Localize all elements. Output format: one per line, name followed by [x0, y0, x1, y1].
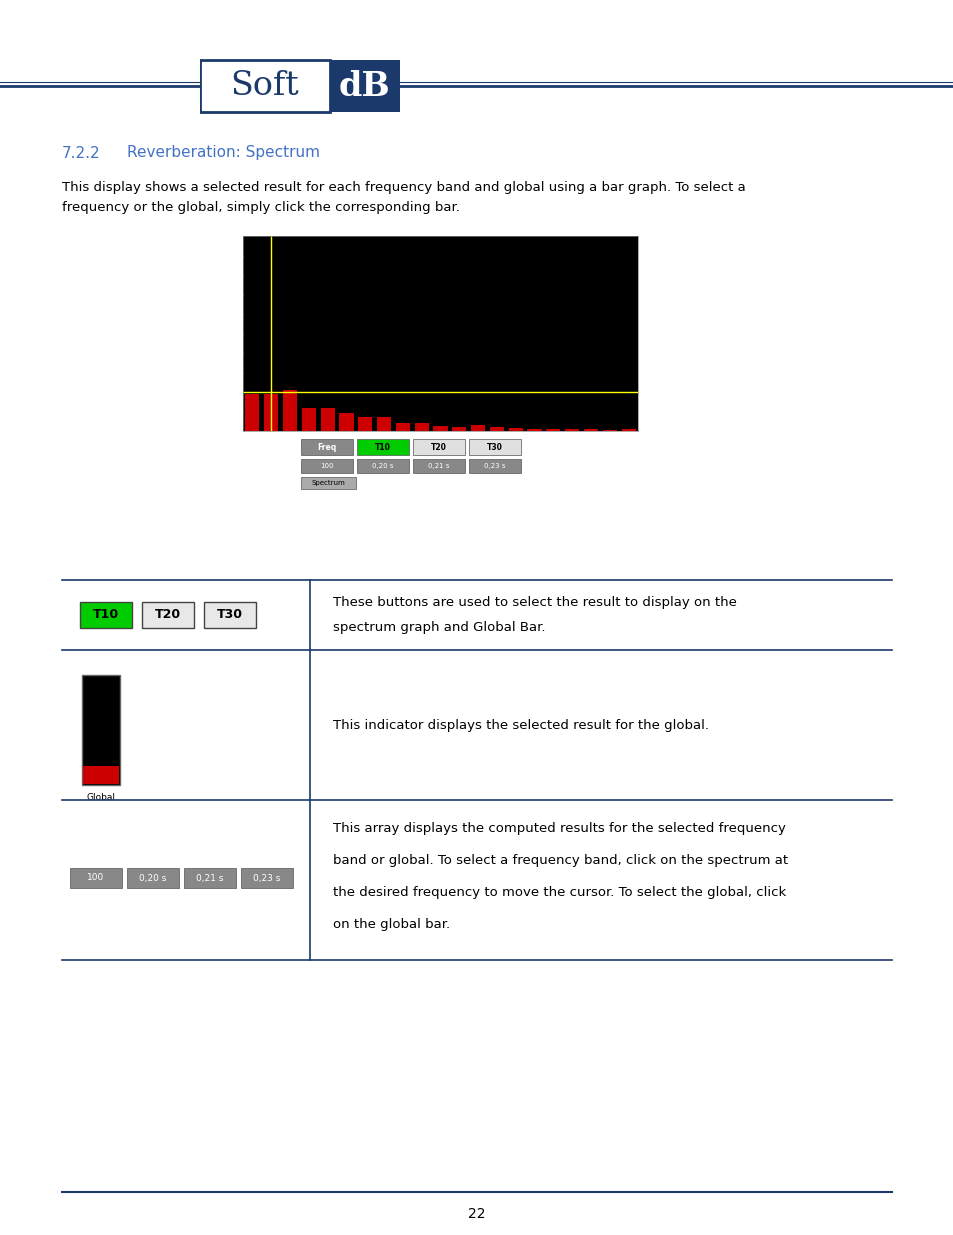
Text: T20: T20 [154, 609, 181, 621]
Bar [142, 601, 193, 629]
Bar [301, 477, 355, 489]
Bar [301, 438, 353, 454]
Text: band or global. To select a frequency band, click on the spectrum at: band or global. To select a frequency ba… [333, 855, 787, 867]
Bar [583, 430, 598, 431]
Text: 0,21 s: 0,21 s [428, 463, 449, 469]
Bar [184, 868, 235, 888]
Text: This array displays the computed results for the selected frequency: This array displays the computed results… [333, 823, 785, 835]
Bar [241, 868, 293, 888]
Bar [508, 429, 522, 431]
Bar [301, 459, 353, 473]
Bar [452, 427, 466, 431]
Bar [546, 429, 559, 431]
Text: Global: Global [87, 793, 115, 802]
Bar [527, 429, 541, 431]
Text: These buttons are used to select the result to display on the: These buttons are used to select the res… [333, 597, 737, 609]
Text: dB: dB [338, 69, 391, 103]
Text: 22: 22 [468, 1207, 485, 1221]
Text: T10: T10 [92, 609, 119, 621]
Text: 0,23 s: 0,23 s [484, 463, 505, 469]
Text: Spectrum: Spectrum [312, 480, 345, 487]
Bar [356, 459, 409, 473]
Bar [339, 414, 354, 431]
Bar [469, 438, 520, 454]
Bar [83, 766, 119, 784]
Bar [301, 408, 315, 431]
Text: on the global bar.: on the global bar. [333, 919, 450, 931]
Text: This indicator displays the selected result for the global.: This indicator displays the selected res… [333, 719, 708, 731]
Bar [356, 438, 409, 454]
Bar [621, 430, 635, 431]
Bar [245, 394, 259, 431]
Text: T30: T30 [216, 609, 243, 621]
Text: 0,21 s: 0,21 s [196, 873, 223, 883]
Bar [204, 601, 255, 629]
Text: T20: T20 [431, 442, 446, 452]
Text: T30: T30 [487, 442, 502, 452]
Bar [357, 417, 372, 431]
Bar [433, 426, 447, 431]
Bar [602, 430, 617, 431]
Text: This display shows a selected result for each frequency band and global using a : This display shows a selected result for… [62, 182, 745, 194]
Bar [82, 676, 120, 785]
Text: spectrum graph and Global Bar.: spectrum graph and Global Bar. [333, 621, 545, 634]
Text: Soft: Soft [231, 70, 299, 103]
Bar [200, 61, 330, 112]
Bar [80, 601, 132, 629]
Text: T10: T10 [375, 442, 391, 452]
Text: the desired frequency to move the cursor. To select the global, click: the desired frequency to move the cursor… [333, 887, 785, 899]
Bar [330, 61, 399, 112]
Bar [564, 429, 578, 431]
Bar [264, 394, 278, 431]
Bar [413, 459, 464, 473]
Bar [471, 425, 485, 431]
Text: 0,20 s: 0,20 s [372, 463, 394, 469]
Bar [127, 868, 179, 888]
Bar [376, 417, 391, 431]
Text: 7.2.2: 7.2.2 [62, 146, 100, 161]
Text: Reverberation: Spectrum: Reverberation: Spectrum [127, 146, 319, 161]
Bar [413, 438, 464, 454]
Bar [469, 459, 520, 473]
Text: 100: 100 [88, 873, 105, 883]
Bar [415, 424, 428, 431]
Text: 0,23 s: 0,23 s [253, 873, 280, 883]
Bar [283, 390, 296, 431]
Bar [70, 868, 122, 888]
Text: Freq: Freq [317, 442, 336, 452]
Text: 0,20 s: 0,20 s [139, 873, 167, 883]
Bar [489, 427, 503, 431]
Text: 100: 100 [320, 463, 334, 469]
Text: frequency or the global, simply click the corresponding bar.: frequency or the global, simply click th… [62, 201, 459, 215]
Bar [320, 408, 335, 431]
Bar [395, 424, 410, 431]
